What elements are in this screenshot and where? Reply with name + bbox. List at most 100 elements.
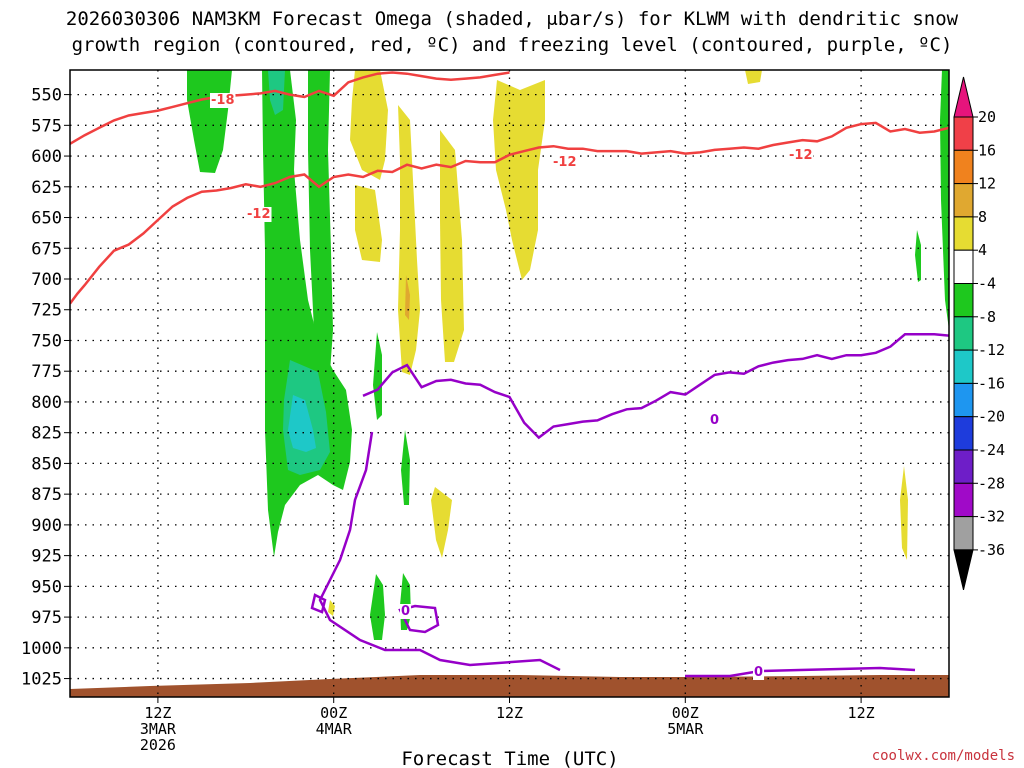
freezing-level-blob-contour <box>398 604 440 634</box>
credit-text: coolwx.com/models <box>872 748 1015 764</box>
chart-title-line2: growth region (contoured, red, ºC) and f… <box>72 34 953 56</box>
contour-label-bg <box>400 604 412 619</box>
colorbar-label-13: -36 <box>978 541 1005 559</box>
x-tick-label-0-1: 3MAR <box>140 720 177 738</box>
omega-shading <box>187 70 949 640</box>
omega-up-4-e <box>355 185 382 262</box>
y-tick-label-925: 925 <box>31 547 62 567</box>
omega-down-4-c <box>308 70 333 372</box>
y-tick-label-575: 575 <box>31 116 62 136</box>
x-axis-label: Forecast Time (UTC) <box>401 748 618 768</box>
colorbar-label-0: 20 <box>978 108 996 126</box>
colorbar-bin-6 <box>953 316 974 351</box>
colorbar-label-8: -16 <box>978 374 1005 392</box>
y-tick-label-675: 675 <box>31 239 62 259</box>
contour-label-bg <box>210 93 236 108</box>
freezing-level-blob2-contour <box>310 593 327 614</box>
colorbar-label-11: -28 <box>978 474 1005 492</box>
y-tick-label-850: 850 <box>31 454 62 474</box>
colorbar-label-7: -12 <box>978 341 1005 359</box>
omega-down-4-d <box>373 332 382 420</box>
colorbar-bin-5 <box>953 283 974 318</box>
colorbar-label-10: -24 <box>978 441 1005 459</box>
omega-down-4-e <box>401 430 410 505</box>
y-tick-label-625: 625 <box>31 178 62 198</box>
colorbar-bin-1 <box>953 149 974 185</box>
omega-up-8-a <box>405 275 410 320</box>
contour-label-bg <box>753 665 765 680</box>
y-tick-label-775: 775 <box>31 362 62 382</box>
colorbar-label-2: 12 <box>978 175 996 193</box>
y-tick-label-825: 825 <box>31 424 62 444</box>
colorbar-label-1: 16 <box>978 141 996 159</box>
freezing-label-2: 0 <box>401 604 410 619</box>
y-tick-label-1000: 1000 <box>21 639 62 659</box>
colorbar-bin-3 <box>953 216 974 251</box>
dgz-upper-label: -18 <box>211 93 235 108</box>
colorbar-label-9: -20 <box>978 408 1005 426</box>
x-tick-label-3-1: 5MAR <box>667 720 704 738</box>
contour-label-bg <box>246 207 272 222</box>
y-tick-label-975: 975 <box>31 608 62 628</box>
y-tick-label-950: 950 <box>31 577 62 597</box>
omega-up-4-d <box>493 80 545 280</box>
colorbar-bin-7 <box>953 349 974 384</box>
x-tick-label-3-0: 00Z <box>672 704 699 722</box>
freezing-level-contour <box>362 333 949 440</box>
colorbar-bin-8 <box>953 382 974 418</box>
colorbar-label-5: -4 <box>978 275 996 293</box>
y-tick-label-875: 875 <box>31 485 62 505</box>
dgz-lower-label-3: -12 <box>789 148 813 163</box>
chart-title-line1: 2026030306 NAM3KM Forecast Omega (shaded… <box>66 8 959 30</box>
colorbar-bin-12 <box>953 516 974 551</box>
contour-label-bg <box>788 148 814 163</box>
colorbar-label-4: 4 <box>978 241 987 259</box>
contours <box>70 71 949 678</box>
y-tick-label-700: 700 <box>31 270 62 290</box>
colorbar-bin-2 <box>953 183 974 218</box>
colorbar-label-3: 8 <box>978 208 987 226</box>
freezing-label-1: 0 <box>710 413 719 428</box>
contour-label-bg <box>709 413 721 428</box>
y-tick-label-550: 550 <box>31 86 62 106</box>
x-tick-label-2-0: 12Z <box>496 704 523 722</box>
colorbar-label-6: -8 <box>978 308 996 326</box>
y-axis: 550 575 600 625 650 675 700 725 750 775 800 825 850 8… <box>21 86 70 690</box>
omega-down-4-h <box>915 230 921 282</box>
y-tick-label-800: 800 <box>31 393 62 413</box>
colorbar-bin-4 <box>953 249 974 284</box>
dgz-lower-label-2: -12 <box>553 155 577 170</box>
omega-down-4-f <box>370 574 385 640</box>
colorbar: 20 16 12 8 4 -4 -8 -12 -16 -20 -24 -28 -32 -36 <box>953 76 1005 591</box>
y-tick-label-725: 725 <box>31 301 62 321</box>
omega-up-4-f <box>745 70 762 84</box>
x-tick-label-0-0: 12Z <box>144 704 171 722</box>
omega-up-4-h <box>900 466 908 560</box>
omega-up-4-c <box>440 130 464 362</box>
x-tick-label-0-2: 2026 <box>140 736 176 754</box>
colorbar-bin-9 <box>953 416 974 451</box>
colorbar-label-12: -32 <box>978 508 1005 526</box>
colorbar-bin-0 <box>953 116 974 151</box>
omega-up-4-g <box>431 487 452 558</box>
x-tick-label-1-0: 00Z <box>320 704 347 722</box>
freezing-level-surface-contour <box>685 666 916 678</box>
freezing-label-3: 0 <box>754 665 763 680</box>
contour-label-bg <box>552 155 578 170</box>
colorbar-bin-11 <box>953 482 974 518</box>
colorbar-top-arrow <box>953 76 974 118</box>
omega-down-12 <box>288 395 316 452</box>
omega-down-4-i <box>940 70 949 330</box>
y-tick-label-750: 750 <box>31 331 62 351</box>
dgz-lower-contour <box>70 121 949 305</box>
y-tick-label-600: 600 <box>31 147 62 167</box>
dgz-upper-contour <box>70 71 510 145</box>
y-tick-label-1025: 1025 <box>21 670 62 690</box>
freezing-level-lower-contour <box>318 431 561 672</box>
x-tick-label-4-0: 12Z <box>848 704 875 722</box>
y-tick-label-900: 900 <box>31 516 62 536</box>
colorbar-bottom-arrow <box>953 549 974 591</box>
colorbar-bin-10 <box>953 449 974 484</box>
dgz-lower-label-1: -12 <box>247 207 271 222</box>
